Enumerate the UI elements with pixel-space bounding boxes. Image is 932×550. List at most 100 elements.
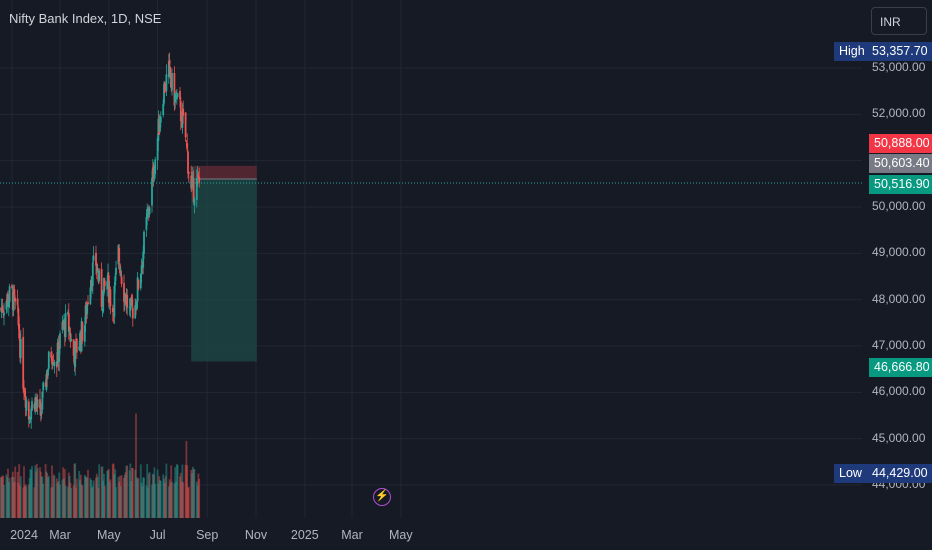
volume-bar [55,478,58,518]
volume-bar [25,486,28,518]
volume-bar [184,464,187,518]
candle-body [191,176,194,181]
volume-bar [191,473,193,518]
candle-body [167,61,170,77]
currency-button[interactable]: INR [871,7,927,35]
volume-bar [187,487,189,518]
candle-body [169,67,172,79]
volume-bar [45,471,48,518]
volume-bar [68,475,71,518]
y-tick-label: 53,000.00 [872,60,926,74]
candle-body [51,355,53,365]
volume-bar [191,466,194,518]
volume-bar [186,465,189,518]
candle-body [41,391,44,410]
volume-bar [6,476,9,518]
x-tick-label: Sep [196,528,219,542]
volume-bar [108,482,111,518]
volume-bar [30,470,33,518]
volume-bar [179,472,182,518]
candle-body [67,313,70,332]
y-tick-label: 47,000.00 [872,338,926,352]
candle-body [109,289,112,307]
volume-bar [103,485,106,518]
candle-body [3,312,5,316]
volume-bar [81,485,84,518]
volume-bar [35,471,37,518]
volume-bar [51,465,53,518]
candle-body [18,323,21,339]
volume-bar [87,469,89,518]
candle-body [140,265,143,275]
volume-bar [3,484,5,518]
volume-bar [180,481,183,518]
candle-body [156,137,159,161]
volume-bar [176,464,179,518]
candle-body [187,151,189,174]
candle-body [192,180,195,203]
candle-body [30,408,33,420]
candle-body [7,293,9,306]
volume-bar [19,485,21,518]
candle-body [135,301,138,308]
volume-bar [86,477,89,518]
volume-bar [175,481,177,518]
candle-body [95,263,98,272]
volume-bar [167,486,170,518]
candle-body [1,305,4,313]
volume-bar [162,474,165,518]
entry-price-tag: 50,603.40 [869,154,932,173]
volume-bar [53,475,56,518]
volume-bar [27,484,30,518]
candle-body [12,288,15,311]
volume-bar [46,473,49,518]
candle-body [137,279,140,289]
volume-bar [70,487,73,518]
symbol-title[interactable]: Nifty Bank Index, 1D, NSE [9,11,162,26]
volume-bar [34,465,37,518]
volume-bar [131,468,133,518]
candle-body [81,322,84,341]
volume-bar [91,485,94,518]
volume-bar [51,487,54,518]
volume-bar [118,481,121,518]
volume-bar [170,465,173,518]
candle-body [119,264,121,274]
volume-bar [148,471,151,518]
candle-body [123,283,125,303]
volume-bar [75,487,77,518]
candle-body [187,171,190,174]
volume-bar [181,464,184,518]
volume-bar [124,472,127,518]
candlesticks [0,52,201,429]
candle-body [75,338,78,353]
volume-bar [142,477,145,518]
volume-bar [135,413,137,518]
volume-bar [141,486,144,518]
short-position-tool[interactable] [191,165,257,362]
volume-bar [64,485,67,518]
volume-bar [75,478,78,518]
candle-body [22,336,25,389]
candle-body [103,280,106,286]
candle-body [114,276,117,286]
volume-bar [173,483,176,518]
candle-body [53,362,56,367]
candle-body [198,176,201,183]
volume-bar [119,475,121,518]
volume-bar [154,483,157,518]
candle-body [136,277,139,302]
candle-body [134,305,137,319]
volume-bar [91,487,93,518]
volume-bar [143,477,145,518]
candle-body [19,338,22,359]
candle-body [89,287,92,305]
candle-body [74,340,77,368]
volume-bar [145,485,148,518]
volume-bar [11,476,13,518]
volume-bar [29,469,32,518]
y-tick-label: 49,000.00 [872,245,926,260]
volume-bar [73,463,76,518]
lightning-icon[interactable]: ⚡ [373,488,391,506]
